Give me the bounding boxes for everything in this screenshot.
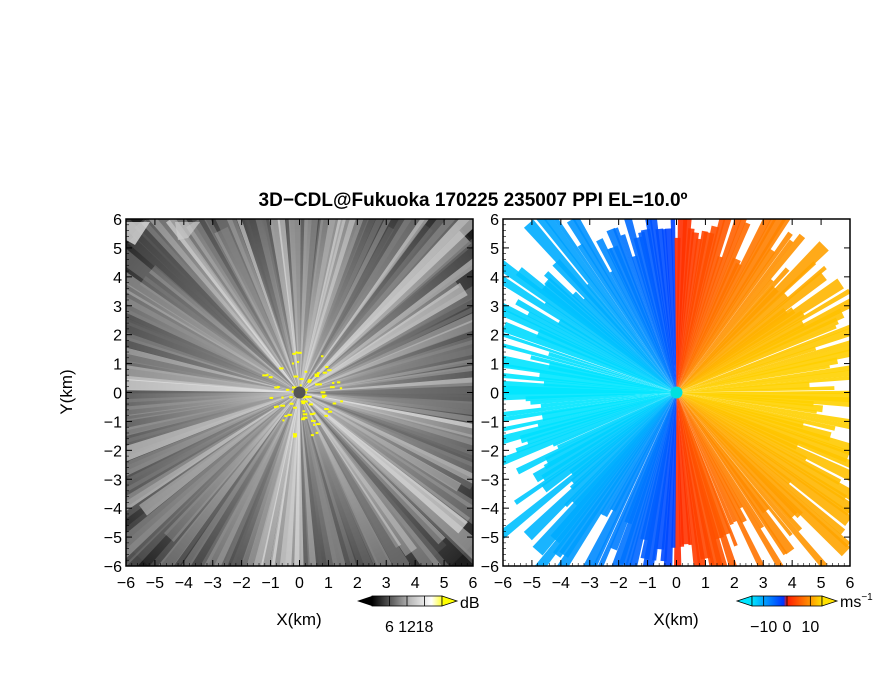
y-tick-label: 0 xyxy=(113,386,122,403)
y-tick-label: −6 xyxy=(481,559,499,576)
x-tick-label: 0 xyxy=(672,575,681,592)
x-tick-label: 4 xyxy=(411,575,420,592)
y-tick-label: −6 xyxy=(104,559,122,576)
x-axis-label: X(km) xyxy=(276,610,321,629)
y-tick-label: −4 xyxy=(104,501,122,518)
x-tick-label: 3 xyxy=(759,575,768,592)
colorbar-tick-label: −10 xyxy=(750,619,777,636)
colorbar-ticks: −10 0 10 xyxy=(750,596,819,636)
colorbar-tick-label: 10 xyxy=(801,619,819,636)
y-tick-label: −2 xyxy=(481,443,499,460)
y-tick-label: −3 xyxy=(104,472,122,489)
reflectivity-field xyxy=(126,219,473,566)
y-tick-label: 3 xyxy=(113,299,122,316)
reflectivity-rays xyxy=(126,219,473,566)
figure-title: 3D−CDL@Fukuoka 170225 235007 PPI EL=10.0… xyxy=(259,190,688,211)
x-tick-label: 0 xyxy=(295,575,304,592)
y-tick-label: 0 xyxy=(490,386,499,403)
x-tick-label: −6 xyxy=(494,575,512,592)
colorbar-unit: ms−1 xyxy=(840,592,873,611)
x-tick-label: 5 xyxy=(440,575,449,592)
y-tick-label: 6 xyxy=(113,212,122,229)
colorbar-unit: dB xyxy=(460,595,480,612)
velocity-field xyxy=(503,219,850,566)
x-tick-label: −4 xyxy=(175,575,193,592)
reflectivity-axes: −6 −5 −4 −3 −2 −1 0 1 2 3 4 5 6 6 5 4 3 2 1 0 −1 −2 −3 −4 −5 −6 xyxy=(104,212,478,592)
x-tick-label: 4 xyxy=(788,575,797,592)
reflectivity-colorbar: 6 12 18 dB xyxy=(357,595,480,636)
y-tick-label: −2 xyxy=(104,443,122,460)
y-tick-label: −5 xyxy=(481,530,499,547)
colorbar-tick-label: 6 xyxy=(385,619,394,636)
y-tick-label: 5 xyxy=(113,241,122,258)
colorbar-ticks: 6 12 18 xyxy=(385,596,434,636)
x-tick-label: 6 xyxy=(846,575,855,592)
x-tick-label: −3 xyxy=(204,575,222,592)
colorbar-tick-label: 0 xyxy=(783,619,792,636)
x-tick-label: 5 xyxy=(817,575,826,592)
y-axis-label: Y(km) xyxy=(57,369,76,414)
x-tick-label: 6 xyxy=(469,575,478,592)
x-tick-label: −2 xyxy=(610,575,628,592)
colorbar-tick-label: 18 xyxy=(416,619,434,636)
colorbar-tick-label: 12 xyxy=(398,619,416,636)
velocity-rays xyxy=(503,219,850,566)
y-tick-label: 4 xyxy=(490,270,499,287)
x-tick-label: −2 xyxy=(233,575,251,592)
x-tick-label: 3 xyxy=(382,575,391,592)
x-tick-label: 2 xyxy=(730,575,739,592)
y-tick-label: −4 xyxy=(481,501,499,518)
y-tick-label: 3 xyxy=(490,299,499,316)
x-tick-label: 1 xyxy=(701,575,710,592)
radar-site-marker xyxy=(293,386,306,399)
x-tick-label: −1 xyxy=(638,575,656,592)
y-tick-label: 4 xyxy=(113,270,122,287)
radar-site-marker xyxy=(670,386,683,399)
y-tick-label: 5 xyxy=(490,241,499,258)
y-tick-label: 1 xyxy=(490,357,499,374)
y-tick-label: −3 xyxy=(481,472,499,489)
y-tick-label: 1 xyxy=(113,357,122,374)
y-tick-label: −1 xyxy=(104,414,122,431)
y-tick-label: −1 xyxy=(481,414,499,431)
y-tick-label: −5 xyxy=(104,530,122,547)
x-tick-label: −5 xyxy=(146,575,164,592)
x-tick-label: −1 xyxy=(261,575,279,592)
x-tick-label: −6 xyxy=(117,575,135,592)
x-tick-label: 2 xyxy=(353,575,362,592)
x-tick-label: −4 xyxy=(552,575,570,592)
velocity-colorbar: −10 0 10 ms−1 xyxy=(735,592,873,636)
y-tick-label: 2 xyxy=(113,328,122,345)
velocity-axes: −6 −5 −4 −3 −2 −1 0 1 2 3 4 5 6 6 5 4 3 2 1 0 −1 −2 −3 −4 −5 −6 xyxy=(481,212,855,592)
x-tick-label: −5 xyxy=(523,575,541,592)
x-tick-label: 1 xyxy=(324,575,333,592)
x-tick-label: −3 xyxy=(581,575,599,592)
x-axis-label: X(km) xyxy=(653,610,698,629)
y-tick-label: 2 xyxy=(490,328,499,345)
y-tick-label: 6 xyxy=(490,212,499,229)
